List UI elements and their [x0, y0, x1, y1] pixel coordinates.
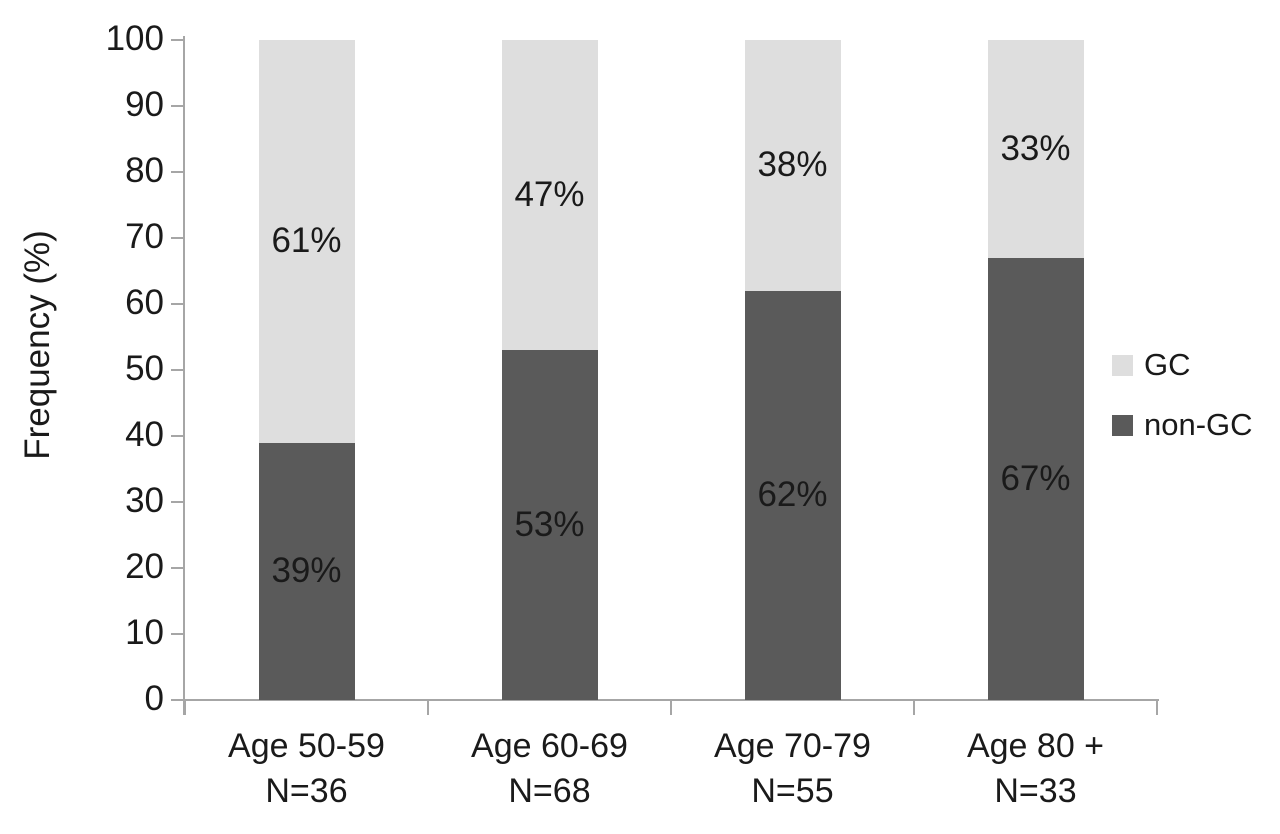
y-tick-label: 60 — [125, 283, 164, 323]
bar-segment-gc: 33% — [987, 40, 1084, 258]
y-tick-label: 50 — [125, 349, 164, 389]
y-tick-mark — [171, 369, 183, 371]
bar-segment-value-label: 67% — [1000, 458, 1071, 498]
y-axis-line — [183, 36, 185, 715]
y-tick-mark — [171, 237, 183, 239]
y-tick-label: 30 — [125, 481, 164, 521]
y-tick-label: 10 — [125, 613, 164, 653]
y-axis-title: Frequency (%) — [18, 230, 57, 460]
category-label-line1: Age 70-79 — [714, 727, 871, 765]
y-tick-mark — [171, 501, 183, 503]
y-tick-label: 0 — [144, 679, 164, 719]
category-label-line1: Age 50-59 — [228, 727, 385, 765]
y-tick-mark — [171, 567, 183, 569]
bar-segment-non-gc: 39% — [258, 442, 355, 700]
bar-segment-value-label: 47% — [514, 175, 585, 215]
category-label: Age 60-69 N=68 — [471, 724, 628, 814]
category-label: Age 80 + N=33 — [967, 724, 1104, 814]
category-label-line2: N=68 — [508, 772, 591, 810]
bar-segment-value-label: 61% — [271, 221, 342, 261]
x-tick-mark — [1156, 700, 1158, 715]
y-tick-mark — [171, 171, 183, 173]
y-tick-label: 100 — [105, 19, 164, 59]
legend-item-non-gc: non-GC — [1112, 407, 1253, 443]
legend-swatch-gc — [1112, 354, 1133, 376]
y-tick-mark — [171, 39, 183, 41]
category-label-line1: Age 80 + — [966, 727, 1105, 765]
y-tick-mark — [171, 435, 183, 437]
y-tick-label: 40 — [125, 415, 164, 455]
category-label: Age 70-79 N=55 — [714, 724, 871, 814]
bar-segment-value-label: 53% — [514, 505, 585, 545]
bar-segment-value-label: 33% — [1000, 128, 1071, 168]
bar-segment-value-label: 39% — [271, 551, 342, 591]
bar-segment-value-label: 62% — [757, 475, 828, 515]
legend: GC non-GC — [1112, 347, 1253, 443]
y-tick-mark — [171, 699, 183, 701]
x-tick-mark — [184, 700, 186, 715]
x-tick-mark — [913, 700, 915, 715]
legend-label: non-GC — [1144, 407, 1253, 442]
y-tick-mark — [171, 303, 183, 305]
bar-segment-non-gc: 53% — [501, 350, 598, 700]
category-label-line1: Age 60-69 — [471, 727, 628, 765]
bar-segment-non-gc: 62% — [744, 290, 841, 700]
y-tick-mark — [171, 633, 183, 635]
y-tick-label: 20 — [125, 547, 164, 587]
bar-segment-gc: 61% — [258, 40, 355, 443]
legend-swatch-non-gc — [1112, 414, 1133, 436]
bar-segment-gc: 47% — [501, 40, 598, 351]
bar-segment-value-label: 38% — [757, 145, 828, 185]
y-tick-label: 90 — [125, 85, 164, 125]
category-label-line2: N=36 — [265, 772, 348, 810]
category-label-line2: N=55 — [751, 772, 834, 810]
x-tick-mark — [670, 700, 672, 715]
y-tick-mark — [171, 105, 183, 107]
legend-label: GC — [1144, 347, 1191, 382]
legend-item-gc: GC — [1112, 347, 1253, 383]
y-tick-label: 80 — [125, 151, 164, 191]
y-tick-label: 70 — [125, 217, 164, 257]
category-label: Age 50-59 N=36 — [228, 724, 385, 814]
x-tick-mark — [427, 700, 429, 715]
bar-segment-non-gc: 67% — [987, 257, 1084, 700]
bar-segment-gc: 38% — [744, 40, 841, 291]
category-label-line2: N=33 — [994, 772, 1077, 810]
